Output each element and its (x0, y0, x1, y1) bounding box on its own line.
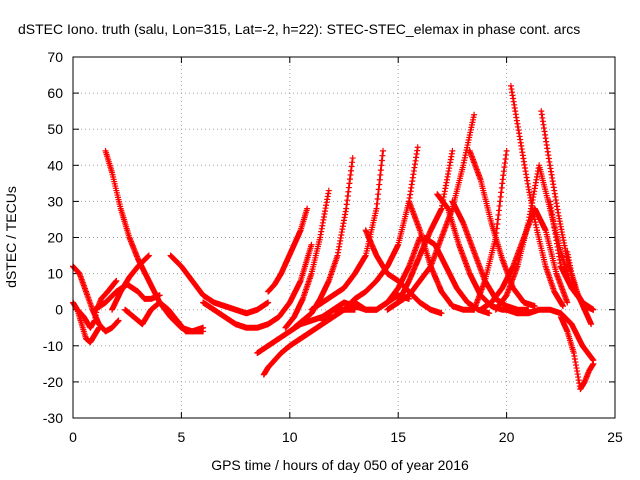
series-markers (471, 147, 510, 313)
data-series-6 (122, 299, 207, 335)
data-series-12 (282, 187, 332, 331)
series-markers (546, 198, 597, 313)
data-series-8 (200, 241, 315, 331)
series-markers (406, 198, 478, 313)
series-markers (308, 147, 387, 313)
x-tick-label: 0 (69, 429, 77, 445)
x-tick-label: 5 (178, 429, 186, 445)
y-tick-label: 10 (47, 266, 63, 282)
series-markers (109, 252, 152, 313)
data-series-28 (507, 82, 566, 310)
y-tick-label: -30 (43, 410, 63, 426)
data-series-5 (109, 252, 152, 313)
series-markers (507, 82, 566, 310)
x-tick-label: 25 (607, 429, 623, 445)
y-tick-label: 50 (47, 121, 63, 137)
data-series-32 (557, 313, 597, 393)
series-markers (351, 234, 423, 313)
y-axis-label: dSTEC / TECUs (3, 186, 19, 288)
plot-area (70, 82, 597, 393)
grid (73, 57, 615, 418)
data-series-25 (466, 147, 538, 310)
data-series-2 (74, 277, 120, 331)
y-tick-label: 20 (47, 230, 63, 246)
y-tick-label: 30 (47, 193, 63, 209)
axis-ticks: 0 5 10 15 20 25 -30 -20 -10 0 10 20 30 40 50 60 70 (43, 49, 623, 445)
y-tick-label: 70 (47, 49, 63, 65)
y-tick-label: 0 (55, 302, 63, 318)
series-markers (557, 313, 597, 393)
y-tick-label: -20 (43, 374, 63, 390)
series-line (506, 308, 595, 361)
data-series-7 (167, 252, 272, 317)
y-tick-label: 40 (47, 157, 63, 173)
series-markers (282, 187, 332, 331)
chart-title: dSTEC Iono. truth (salu, Lon=315, Lat=-2… (18, 21, 580, 37)
series-markers (466, 147, 538, 310)
series-markers (362, 227, 445, 317)
data-series-26 (471, 147, 510, 313)
data-series-11 (265, 205, 311, 295)
x-axis-label: GPS time / hours of day 050 of year 2016 (211, 457, 469, 473)
y-tick-label: 60 (47, 85, 63, 101)
plot-frame (72, 56, 616, 419)
y-tick-label: -10 (43, 338, 63, 354)
series-markers (200, 241, 315, 331)
x-tick-label: 15 (390, 429, 406, 445)
data-series-17 (351, 234, 423, 313)
data-series-34 (546, 198, 597, 313)
series-markers (265, 205, 311, 295)
series-markers (503, 306, 597, 364)
x-tick-label: 20 (499, 429, 515, 445)
data-series-31 (503, 306, 597, 364)
data-series-14 (308, 147, 387, 313)
series-markers (122, 299, 207, 335)
x-tick-label: 10 (282, 429, 298, 445)
series-markers (167, 252, 272, 317)
data-series-21 (406, 198, 478, 313)
data-series-16 (341, 144, 421, 313)
